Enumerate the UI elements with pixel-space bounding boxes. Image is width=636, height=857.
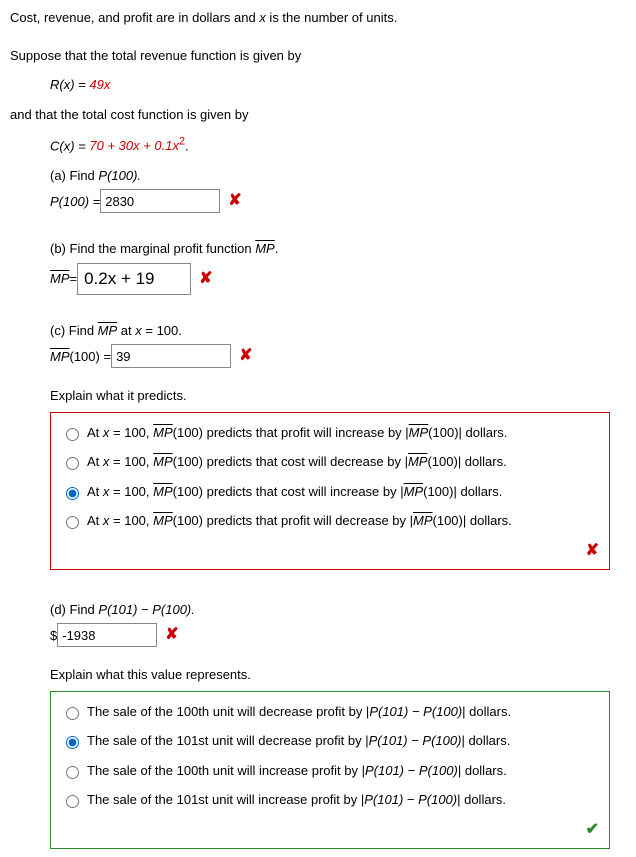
correct-icon: ✔: [586, 821, 599, 838]
period: .: [185, 138, 189, 153]
option-label: The sale of the 100th unit will decrease…: [87, 702, 511, 722]
part-d-explain: Explain what this value represents.: [50, 665, 626, 685]
part-b-label: (b) Find the marginal profit function MP…: [50, 239, 626, 259]
radio-input[interactable]: [66, 516, 79, 529]
radio-option[interactable]: The sale of the 101st unit will increase…: [61, 790, 599, 810]
radio-input[interactable]: [66, 795, 79, 808]
option-label: At x = 100, MP(100) predicts that cost w…: [87, 452, 507, 472]
text: (a) Find: [50, 168, 98, 183]
radio-input[interactable]: [66, 457, 79, 470]
incorrect-icon: ✘: [586, 539, 599, 563]
part-d-label: (d) Find P(101) − P(100).: [50, 600, 626, 620]
part-c-label: (c) Find MP at x = 100.: [50, 321, 626, 341]
rx-lhs: R(x) =: [50, 77, 89, 92]
radio-option[interactable]: At x = 100, MP(100) predicts that profit…: [61, 423, 599, 443]
radio-option[interactable]: At x = 100, MP(100) predicts that cost w…: [61, 482, 599, 502]
incorrect-icon: ✘: [228, 189, 241, 213]
part-b-answer: MP = ✘: [50, 263, 626, 295]
option-label: The sale of the 100th unit will increase…: [87, 761, 507, 781]
text: Cost, revenue, and profit are in dollars…: [10, 10, 259, 25]
text: (c) Find: [50, 323, 98, 338]
rx-rhs: 49x: [89, 77, 110, 92]
radio-input[interactable]: [66, 707, 79, 720]
part-c-options: At x = 100, MP(100) predicts that profit…: [50, 412, 610, 570]
incorrect-icon: ✘: [239, 344, 252, 368]
p100-input[interactable]: [100, 189, 220, 213]
part-d-answer: $ ✘: [50, 623, 626, 647]
radio-option[interactable]: The sale of the 101st unit will decrease…: [61, 731, 599, 751]
radio-option[interactable]: The sale of the 100th unit will increase…: [61, 761, 599, 781]
intro-line-3: and that the total cost function is give…: [10, 105, 626, 125]
revenue-function: R(x) = 49x: [50, 75, 626, 95]
radio-input[interactable]: [66, 736, 79, 749]
mp-bar: MP: [98, 323, 118, 338]
p100-lhs: P(100) =: [50, 192, 100, 212]
intro-line-1: Cost, revenue, and profit are in dollars…: [10, 8, 626, 28]
incorrect-icon: ✘: [165, 623, 178, 647]
part-a-label: (a) Find P(100).: [50, 166, 626, 186]
eq: (100) =: [70, 347, 112, 367]
intro-line-2: Suppose that the total revenue function …: [10, 46, 626, 66]
incorrect-icon: ✘: [199, 267, 212, 291]
option-label: The sale of the 101st unit will decrease…: [87, 731, 510, 751]
text: = 100.: [142, 323, 182, 338]
p-diff: P(101) − P(100).: [98, 602, 194, 617]
part-d-options: The sale of the 100th unit will decrease…: [50, 691, 610, 849]
radio-input[interactable]: [66, 487, 79, 500]
text: (d) Find: [50, 602, 98, 617]
dollar-sign: $: [50, 626, 57, 646]
mp100-input[interactable]: [111, 344, 231, 368]
radio-option[interactable]: At x = 100, MP(100) predicts that profit…: [61, 511, 599, 531]
option-label: At x = 100, MP(100) predicts that profit…: [87, 423, 507, 443]
cost-function: C(x) = 70 + 30x + 0.1x2.: [50, 134, 626, 156]
text: at: [117, 323, 135, 338]
radio-option[interactable]: At x = 100, MP(100) predicts that cost w…: [61, 452, 599, 472]
part-c-answer: MP(100) = ✘: [50, 344, 626, 368]
mp-bar: MP: [50, 269, 70, 289]
text: is the number of units.: [266, 10, 398, 25]
part-a-answer: P(100) = ✘: [50, 189, 626, 213]
mp-bar: MP: [255, 241, 275, 256]
text: (b) Find the marginal profit function: [50, 241, 255, 256]
radio-option[interactable]: The sale of the 100th unit will decrease…: [61, 702, 599, 722]
cx-rhs: 70 + 30x + 0.1x2: [89, 138, 185, 153]
option-label: At x = 100, MP(100) predicts that cost w…: [87, 482, 502, 502]
option-label: At x = 100, MP(100) predicts that profit…: [87, 511, 512, 531]
p100: P(100).: [98, 168, 141, 183]
text: 70 + 30x + 0.1x: [89, 138, 179, 153]
cx-lhs: C(x) =: [50, 138, 89, 153]
d-input[interactable]: [57, 623, 157, 647]
option-label: The sale of the 101st unit will increase…: [87, 790, 506, 810]
mp-bar: MP: [50, 347, 70, 367]
radio-input[interactable]: [66, 766, 79, 779]
part-c-explain: Explain what it predicts.: [50, 386, 626, 406]
eq: =: [70, 269, 78, 289]
text: .: [275, 241, 279, 256]
radio-input[interactable]: [66, 428, 79, 441]
mp-input[interactable]: [77, 263, 191, 295]
